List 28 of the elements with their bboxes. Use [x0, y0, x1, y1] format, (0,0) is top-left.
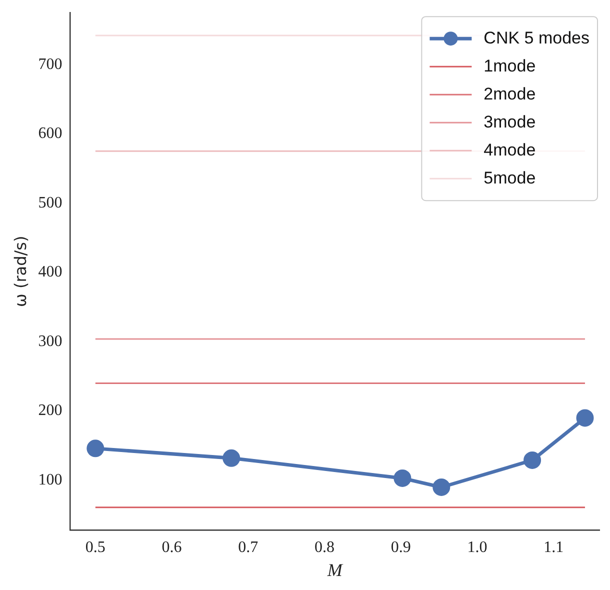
legend-label: CNK 5 modes	[484, 28, 590, 48]
x-tick-label: 0.9	[390, 539, 411, 556]
legend-label: 1mode	[484, 56, 536, 76]
x-tick-label: 0.6	[162, 539, 182, 556]
point	[394, 469, 412, 487]
point	[86, 440, 104, 458]
legend-label: 4mode	[484, 140, 536, 160]
y-tick-label: 300	[38, 332, 62, 350]
legend-label: 5mode	[484, 168, 536, 188]
x-tick-label: 0.7	[238, 539, 258, 556]
legend-label: 2mode	[484, 84, 536, 104]
x-tick-label: 0.5	[85, 539, 106, 556]
legend-label: 3mode	[484, 112, 536, 132]
point	[524, 451, 542, 469]
y-tick-label: 200	[38, 402, 62, 420]
x-tick-label: 0.8	[314, 539, 335, 556]
y-tick-label: 400	[38, 264, 62, 281]
point	[432, 478, 450, 496]
y-tick-label: 700	[38, 56, 62, 73]
y-tick-label: 500	[38, 194, 62, 212]
x-axis-title: M	[326, 560, 344, 580]
y-tick-label: 100	[38, 472, 62, 489]
point	[576, 409, 594, 427]
y-tick-label: 600	[38, 125, 62, 142]
y-axis-title: ω (rad/s)	[10, 236, 30, 308]
x-tick-label: 1.1	[544, 539, 564, 556]
x-tick-label: 1.0	[467, 539, 488, 556]
point	[222, 449, 240, 467]
